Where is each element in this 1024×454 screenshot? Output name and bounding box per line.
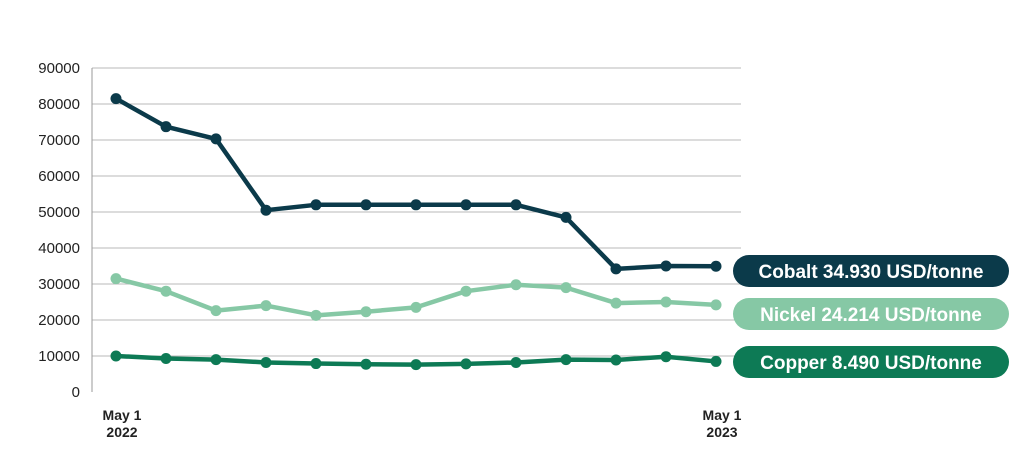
data-point-nickel — [660, 296, 672, 308]
data-point-nickel — [410, 301, 422, 313]
badge-background — [733, 255, 1009, 287]
data-point-copper — [360, 358, 372, 370]
x-tick-label: May 1 — [103, 407, 142, 423]
data-point-nickel — [260, 300, 272, 312]
data-point-copper — [660, 351, 672, 363]
data-point-cobalt — [710, 260, 722, 272]
y-tick-label: 60000 — [38, 168, 80, 185]
data-point-nickel — [360, 306, 372, 318]
badge-background — [733, 298, 1009, 330]
data-point-copper — [560, 354, 572, 366]
data-point-cobalt — [310, 199, 322, 211]
data-point-nickel — [510, 279, 522, 291]
x-tick-label: May 1 — [703, 407, 742, 423]
series-label: Cobalt 34.930 USD/tonne — [759, 262, 984, 283]
series-lines — [110, 93, 722, 371]
y-tick-label: 50000 — [38, 204, 80, 221]
data-point-nickel — [310, 309, 322, 321]
data-point-nickel — [710, 299, 722, 311]
data-point-nickel — [560, 282, 572, 294]
data-point-cobalt — [560, 211, 572, 223]
series-badges: Cobalt 34.930 USD/tonne Nickel 24.214 USD… — [733, 255, 1009, 378]
y-tick-label: 90000 — [38, 60, 80, 77]
y-tick-label: 0 — [72, 384, 80, 401]
y-tick-label: 40000 — [38, 240, 80, 257]
data-point-copper — [610, 354, 622, 366]
data-point-copper — [410, 359, 422, 371]
data-point-nickel — [460, 285, 472, 297]
series-badge-nickel: Nickel 24.214 USD/tonne — [733, 298, 1009, 330]
series-label: Nickel 24.214 USD/tonne — [760, 305, 982, 326]
data-point-copper — [460, 358, 472, 370]
data-point-copper — [110, 350, 122, 362]
data-point-nickel — [210, 305, 222, 317]
data-point-cobalt — [460, 199, 472, 211]
data-point-nickel — [610, 297, 622, 309]
data-point-copper — [310, 358, 322, 370]
data-point-cobalt — [210, 133, 222, 145]
data-point-nickel — [160, 285, 172, 297]
data-point-copper — [210, 354, 222, 366]
y-tick-label: 10000 — [38, 348, 80, 365]
y-tick-label: 20000 — [38, 312, 80, 329]
series-badge-cobalt: Cobalt 34.930 USD/tonne — [733, 255, 1009, 287]
x-tick-label: 2022 — [106, 424, 137, 440]
y-tick-label: 80000 — [38, 96, 80, 113]
data-point-cobalt — [110, 93, 122, 105]
series-line-cobalt — [113, 96, 719, 272]
data-point-cobalt — [510, 199, 522, 211]
data-point-cobalt — [610, 263, 622, 275]
data-point-nickel — [110, 273, 122, 285]
y-tick-label: 30000 — [38, 276, 80, 293]
data-point-cobalt — [260, 204, 272, 216]
data-point-copper — [160, 353, 172, 365]
data-point-copper — [510, 356, 522, 368]
y-axis: 0 10000 20000 30000 40000 50000 60000 70000 8000… — [38, 60, 93, 401]
data-point-cobalt — [360, 199, 372, 211]
data-point-cobalt — [410, 199, 422, 211]
series-badge-copper: Copper 8.490 USD/tonne — [733, 346, 1009, 378]
y-tick-label: 70000 — [38, 132, 80, 149]
badge-background — [733, 346, 1009, 378]
series-label: Copper 8.490 USD/tonne — [760, 353, 982, 374]
grid-lines — [92, 67, 741, 357]
data-point-copper — [710, 355, 722, 367]
x-tick-label: 2023 — [706, 424, 737, 440]
data-point-copper — [260, 356, 272, 368]
data-point-cobalt — [660, 260, 672, 272]
data-point-cobalt — [160, 121, 172, 133]
